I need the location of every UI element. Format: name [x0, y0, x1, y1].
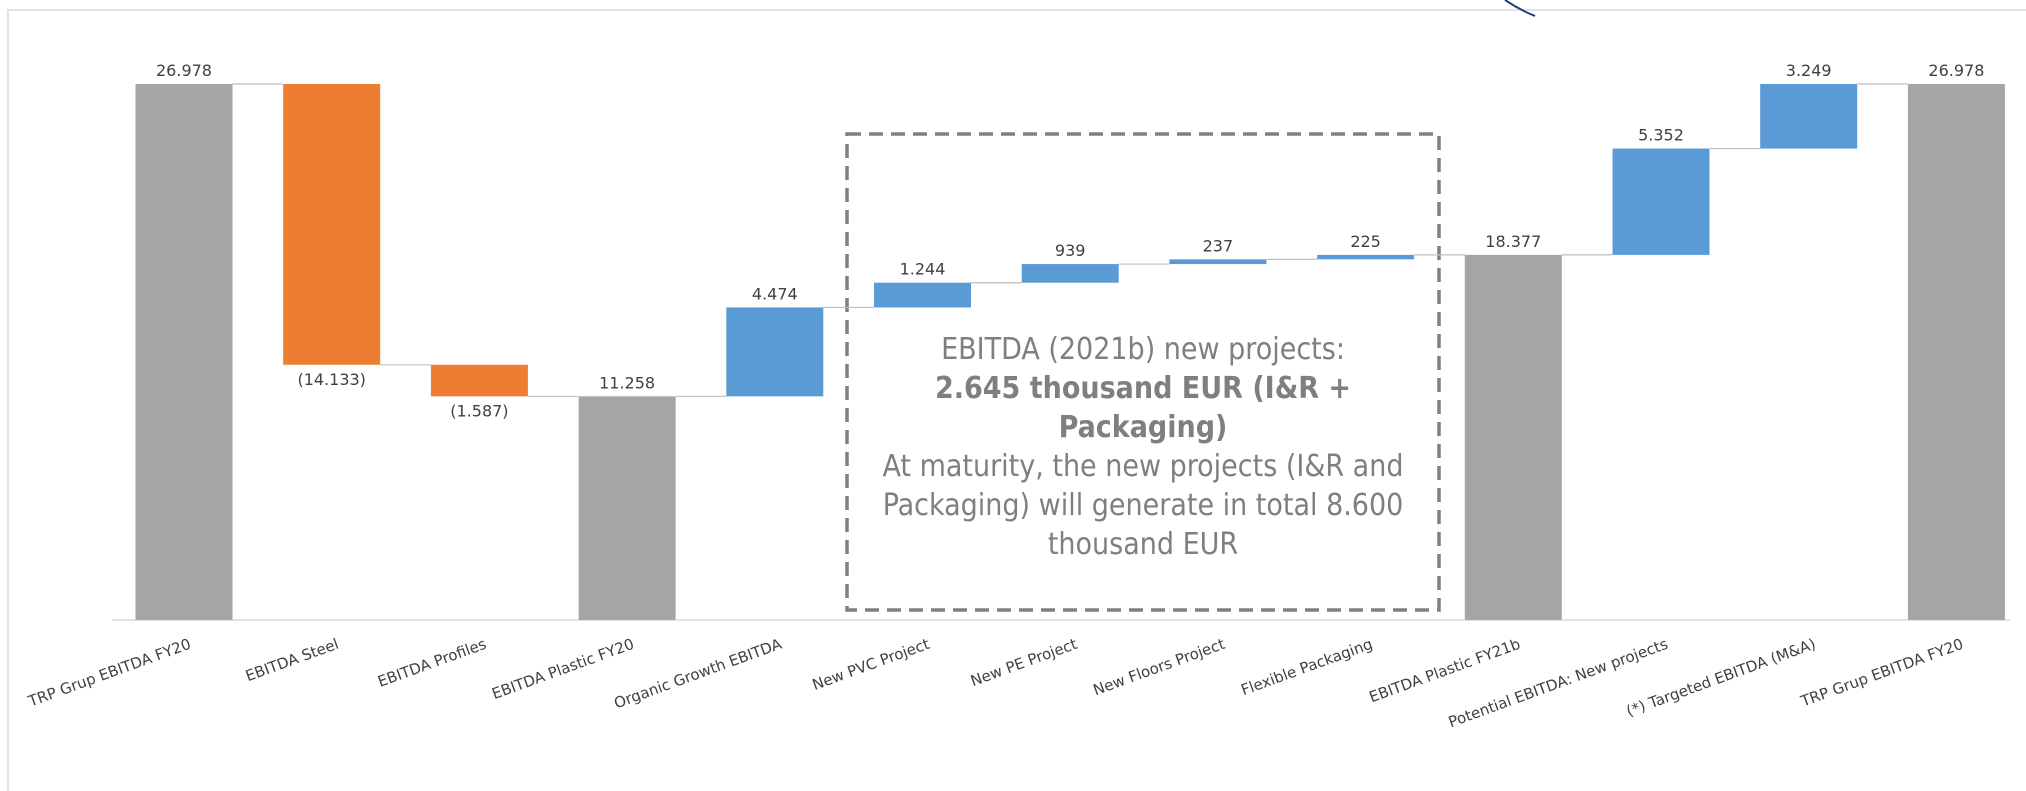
- x-tick-label: EBITDA Steel: [243, 635, 341, 685]
- x-tick-label: Organic Growth EBITDA: [612, 635, 785, 713]
- annotation: EBITDA (2021b) new projects: 2.645 thous…: [852, 330, 1434, 564]
- x-tick-label: Flexible Packaging: [1239, 635, 1375, 699]
- value-label: 1.244: [900, 260, 946, 279]
- bar: [874, 282, 971, 308]
- x-tick-label: EBITDA Profiles: [375, 635, 489, 691]
- bar: [726, 307, 824, 397]
- annotation-highlight: 2.645 thousand EUR (I&R + Packaging): [934, 371, 1352, 445]
- decoration: [1504, 0, 1536, 17]
- bar: [1021, 264, 1119, 283]
- value-label: (14.133): [297, 370, 365, 389]
- bar: [1317, 254, 1415, 260]
- bar: [430, 364, 528, 397]
- value-label: 18.377: [1485, 232, 1541, 251]
- value-label: 3.249: [1786, 61, 1832, 80]
- value-label: 225: [1350, 232, 1381, 251]
- value-label: 26.978: [1928, 61, 1984, 80]
- value-label: 11.258: [599, 373, 655, 392]
- x-tick-label: New PVC Project: [810, 635, 932, 694]
- bar: [1907, 84, 2005, 620]
- annotation-body: At maturity, the new projects (I&R and P…: [882, 449, 1404, 562]
- bar: [1464, 254, 1562, 621]
- x-tick-label: EBITDA Plastic FY20: [490, 635, 637, 703]
- bar: [1612, 148, 1710, 255]
- bar: [283, 84, 381, 365]
- x-tick-label: TRP Grup EBITDA FY20: [1797, 635, 1965, 711]
- value-label: (1.587): [450, 401, 508, 420]
- frame: [7, 9, 2026, 791]
- bar: [135, 84, 233, 620]
- x-tick-label: New Floors Project: [1091, 635, 1228, 699]
- bar: [1760, 84, 1858, 149]
- x-tick-label: New PE Project: [968, 635, 1080, 690]
- value-label: 5.352: [1638, 126, 1684, 145]
- x-tick-label: TRP Grup EBITDA FY20: [25, 635, 193, 711]
- value-label: 4.474: [752, 284, 798, 303]
- value-label: 237: [1203, 236, 1234, 255]
- bar: [578, 396, 676, 620]
- bar: [1169, 259, 1267, 265]
- annotation-box: [845, 132, 1441, 612]
- annotation-heading: EBITDA (2021b) new projects:: [941, 332, 1345, 367]
- value-label: 26.978: [156, 61, 212, 80]
- value-label: 939: [1055, 241, 1086, 260]
